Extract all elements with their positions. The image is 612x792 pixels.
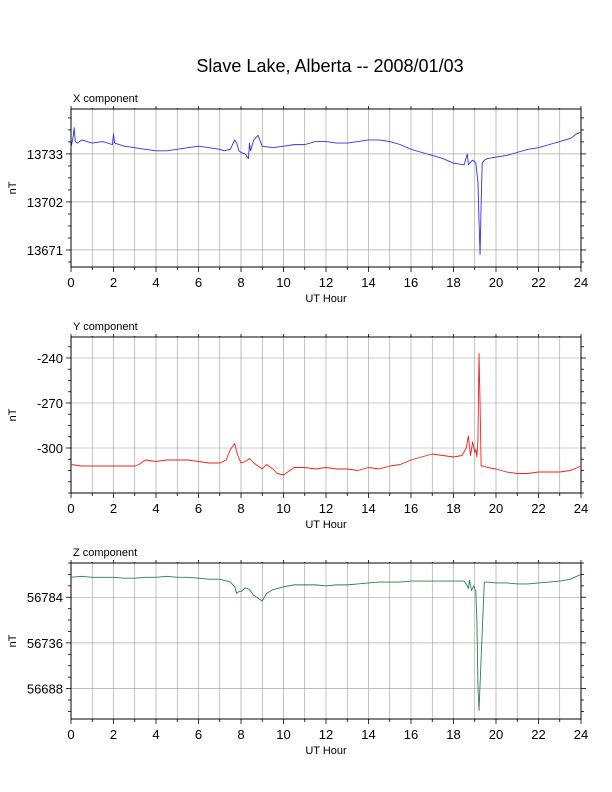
x-tick-label: 2 <box>110 501 117 516</box>
x-tick-label: 12 <box>319 727 333 742</box>
x-tick-label: 18 <box>446 275 460 290</box>
x-tick-label: 6 <box>195 275 202 290</box>
x-tick-label: 20 <box>489 275 503 290</box>
x-tick-label: 8 <box>237 275 244 290</box>
x-tick-label: 24 <box>574 501 588 516</box>
y-axis-label: nT <box>7 634 19 647</box>
y-axis-label: nT <box>7 408 19 421</box>
x-tick-label: 0 <box>67 501 74 516</box>
y-tick-label: -300 <box>37 441 63 456</box>
y-tick-label: 13671 <box>27 243 63 258</box>
series-line <box>70 573 582 711</box>
x-tick-label: 8 <box>237 501 244 516</box>
x-tick-label: 6 <box>195 501 202 516</box>
y-tick-label: 56688 <box>27 682 63 697</box>
x-tick-label: 0 <box>67 275 74 290</box>
x-tick-label: 4 <box>152 275 159 290</box>
x-tick-label: 20 <box>489 501 503 516</box>
series-line <box>70 127 582 256</box>
y-tick-label: -270 <box>37 396 63 411</box>
panel-label: X component <box>73 93 138 105</box>
x-tick-label: 20 <box>489 727 503 742</box>
x-tick-label: 16 <box>404 275 418 290</box>
x-axis-label: UT Hour <box>305 293 347 305</box>
x-tick-label: 22 <box>531 727 545 742</box>
x-tick-label: 14 <box>361 501 375 516</box>
y-tick-label: 56736 <box>27 636 63 651</box>
x-axis-label: UT Hour <box>305 745 347 757</box>
x-tick-label: 14 <box>361 275 375 290</box>
y-tick-label: 13702 <box>27 195 63 210</box>
y-tick-label: 56784 <box>27 590 63 605</box>
x-tick-label: 8 <box>237 727 244 742</box>
x-tick-label: 2 <box>110 275 117 290</box>
panel-label: Z component <box>73 547 137 559</box>
y-tick-label: 13733 <box>27 147 63 162</box>
x-tick-label: 16 <box>404 501 418 516</box>
x-tick-label: 14 <box>361 727 375 742</box>
x-tick-label: 22 <box>531 501 545 516</box>
x-tick-label: 22 <box>531 275 545 290</box>
x-tick-label: 12 <box>319 501 333 516</box>
page-title: Slave Lake, Alberta -- 2008/01/03 <box>196 56 464 76</box>
panel-label: Y component <box>73 321 138 333</box>
x-tick-label: 18 <box>446 727 460 742</box>
x-tick-label: 0 <box>67 727 74 742</box>
x-tick-label: 10 <box>276 501 290 516</box>
x-tick-label: 16 <box>404 727 418 742</box>
x-tick-label: 24 <box>574 727 588 742</box>
x-tick-label: 12 <box>319 275 333 290</box>
x-tick-label: 24 <box>574 275 588 290</box>
series-line <box>70 353 582 476</box>
x-axis-label: UT Hour <box>305 519 347 531</box>
x-tick-label: 4 <box>152 727 159 742</box>
x-tick-label: 10 <box>276 727 290 742</box>
y-tick-label: -240 <box>37 351 63 366</box>
x-tick-label: 10 <box>276 275 290 290</box>
x-tick-label: 4 <box>152 501 159 516</box>
x-tick-label: 2 <box>110 727 117 742</box>
x-tick-label: 6 <box>195 727 202 742</box>
y-axis-label: nT <box>7 181 19 194</box>
x-tick-label: 18 <box>446 501 460 516</box>
